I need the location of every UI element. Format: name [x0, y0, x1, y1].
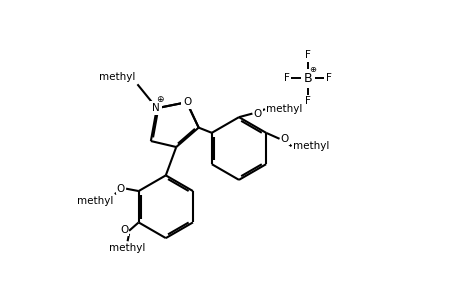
Text: N: N: [152, 103, 159, 113]
Text: $\oplus$: $\oplus$: [156, 94, 164, 104]
Text: methyl: methyl: [292, 141, 329, 151]
Text: O: O: [117, 184, 125, 194]
Text: F: F: [283, 73, 289, 83]
Text: O: O: [253, 109, 261, 118]
Text: B: B: [302, 72, 311, 85]
Text: methyl: methyl: [266, 104, 302, 114]
Text: methyl: methyl: [98, 72, 135, 82]
Text: F: F: [304, 96, 310, 106]
Text: F: F: [325, 73, 331, 83]
Text: O: O: [120, 225, 128, 235]
Text: $\oplus$: $\oplus$: [309, 65, 317, 74]
Text: O: O: [183, 97, 191, 107]
Text: methyl: methyl: [109, 243, 146, 253]
Text: methyl: methyl: [77, 196, 113, 206]
Text: O: O: [280, 134, 288, 144]
Text: F: F: [304, 50, 310, 60]
